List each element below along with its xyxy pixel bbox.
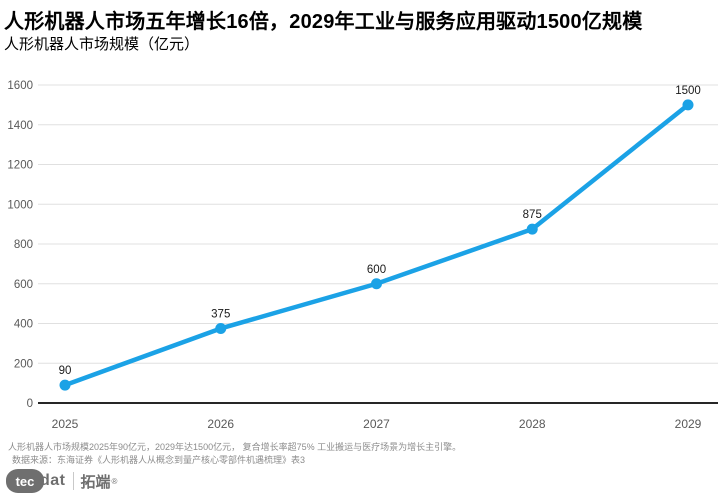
logo-suffix: dat: [40, 472, 66, 489]
data-point-label: 1500: [675, 85, 701, 97]
data-point-label: 375: [211, 308, 230, 320]
y-tick-label: 1200: [7, 160, 33, 172]
x-tick-label: 2025: [52, 417, 79, 431]
data-point-marker: [371, 278, 382, 290]
data-point-label: 875: [523, 209, 542, 221]
logo-pill: tec: [6, 469, 44, 493]
logo-brand: 拓端: [80, 473, 111, 491]
x-tick-label: 2029: [675, 417, 702, 431]
registered-mark: ®: [111, 476, 118, 486]
y-tick-label: 1600: [7, 80, 33, 92]
y-tick-label: 0: [27, 398, 33, 410]
logo-divider: [72, 472, 74, 490]
data-point-marker: [59, 379, 71, 391]
y-tick-label: 1000: [7, 199, 33, 211]
data-point-marker: [215, 322, 227, 334]
data-point-label: 600: [367, 264, 386, 276]
chart-subtitle: 人形机器人市场规模（亿元）: [4, 36, 200, 53]
x-tick-label: 2026: [207, 417, 234, 431]
line-series: [62, 102, 691, 388]
x-tick-label: 2028: [519, 417, 546, 431]
y-tick-label: 200: [14, 358, 33, 370]
data-point-marker: [526, 223, 538, 235]
y-tick-label: 800: [14, 239, 33, 251]
x-tick-label: 2027: [363, 417, 390, 431]
tecdat-logo: tec dat 拓端 ®: [6, 468, 117, 494]
page-title: 人形机器人市场五年增长16倍，2029年工业与服务应用驱动1500亿规模: [4, 11, 643, 33]
data-point-label: 90: [59, 365, 72, 377]
data-point-marker: [682, 99, 694, 111]
footer-source: 数据来源：东海证券《人形机器人从概念到量产核心零部件机遇梳理》表3: [12, 455, 306, 465]
footer-note: 人形机器人市场规模2025年90亿元，2029年达1500亿元， 复合增长率超7…: [8, 442, 462, 452]
y-tick-label: 400: [14, 319, 33, 331]
y-tick-label: 1400: [7, 120, 33, 132]
y-tick-label: 600: [14, 279, 33, 291]
